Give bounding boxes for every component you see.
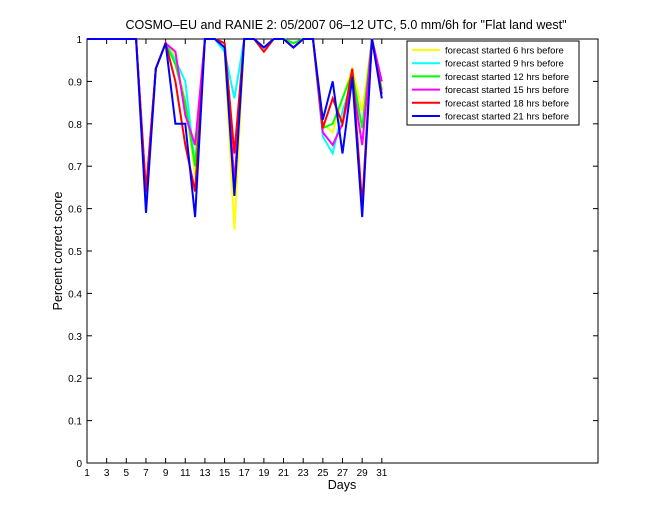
y-tick-label: 0.9 bbox=[68, 77, 82, 88]
y-tick-label: 1 bbox=[76, 35, 82, 46]
x-tick-label: 17 bbox=[239, 468, 251, 479]
x-tick-label: 11 bbox=[180, 468, 191, 479]
x-tick-label: 5 bbox=[124, 468, 130, 479]
x-tick-label: 13 bbox=[199, 468, 211, 479]
x-axis-label: Days bbox=[328, 478, 356, 492]
y-tick-label: 0.8 bbox=[68, 120, 82, 131]
legend-label-6: forecast started 21 hrs before bbox=[445, 112, 569, 123]
y-axis-ticks: 0 0.1 0.2 0.3 0.4 0.5 0.6 0.7 0.8 0.9 1 bbox=[68, 35, 598, 470]
legend-box bbox=[406, 40, 580, 126]
x-tick-label: 15 bbox=[219, 468, 231, 479]
x-tick-label: 29 bbox=[357, 468, 369, 479]
x-tick-label: 31 bbox=[376, 468, 388, 479]
x-tick-label: 9 bbox=[163, 468, 169, 479]
x-tick-label: 19 bbox=[258, 468, 270, 479]
x-tick-label: 1 bbox=[84, 468, 90, 479]
x-tick-label: 23 bbox=[298, 468, 310, 479]
y-tick-label: 0.6 bbox=[68, 205, 82, 216]
series-lines bbox=[87, 38, 383, 230]
legend-label-5: forecast started 18 hrs before bbox=[445, 98, 569, 109]
series-line-6 bbox=[87, 38, 383, 218]
legend-label-1: forecast started 6 hrs before bbox=[445, 46, 564, 57]
legend-label-3: forecast started 12 hrs before bbox=[445, 72, 569, 83]
x-tick-label: 7 bbox=[143, 468, 149, 479]
chart-title: COSMO–EU and RANIE 2: 05/2007 06–12 UTC,… bbox=[125, 18, 566, 32]
x-tick-label: 27 bbox=[337, 468, 349, 479]
x-axis-ticks: 1 3 5 7 9 11 13 15 17 19 21 23 25 27 29 31 bbox=[84, 39, 388, 479]
y-tick-label: 0 bbox=[76, 459, 82, 470]
y-tick-label: 0.1 bbox=[68, 417, 82, 428]
x-tick-label: 25 bbox=[317, 468, 329, 479]
legend: forecast started 6 hrs before forecast st… bbox=[406, 40, 580, 126]
legend-label-2: forecast started 9 hrs before bbox=[445, 59, 564, 70]
y-tick-label: 0.3 bbox=[68, 332, 82, 343]
legend-items: forecast started 6 hrs before forecast st… bbox=[412, 46, 569, 123]
y-axis-label: Percent correct score bbox=[51, 192, 65, 311]
y-tick-label: 0.4 bbox=[68, 289, 82, 300]
y-tick-label: 0.2 bbox=[68, 374, 82, 385]
y-tick-label: 0.7 bbox=[68, 162, 82, 173]
y-tick-label: 0.5 bbox=[68, 247, 82, 258]
x-tick-label: 21 bbox=[278, 468, 290, 479]
legend-label-4: forecast started 15 hrs before bbox=[445, 85, 569, 96]
x-tick-label: 3 bbox=[104, 468, 110, 479]
